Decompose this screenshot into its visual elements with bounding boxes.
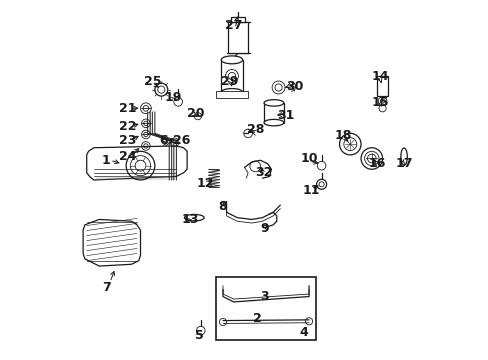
Ellipse shape: [264, 100, 283, 106]
Text: 4: 4: [299, 326, 307, 339]
Text: 22: 22: [119, 120, 137, 133]
Text: 30: 30: [285, 80, 303, 93]
Text: 18: 18: [334, 129, 351, 142]
Text: 21: 21: [119, 102, 137, 115]
Text: 11: 11: [302, 184, 319, 197]
Text: 29: 29: [221, 75, 238, 88]
Ellipse shape: [221, 89, 242, 96]
Text: 28: 28: [246, 123, 264, 136]
Polygon shape: [86, 146, 187, 180]
Bar: [215, 277, 316, 339]
Text: 13: 13: [182, 213, 199, 226]
Text: 10: 10: [300, 152, 317, 165]
Text: 9: 9: [260, 222, 268, 235]
Text: 2: 2: [252, 311, 261, 325]
Text: 3: 3: [260, 290, 268, 303]
Bar: [221, 60, 242, 92]
Ellipse shape: [264, 120, 283, 126]
Text: 8: 8: [218, 201, 227, 213]
Polygon shape: [83, 220, 140, 266]
Text: 17: 17: [394, 157, 412, 170]
Text: 31: 31: [277, 109, 294, 122]
Text: 16: 16: [368, 157, 385, 170]
Text: 23: 23: [119, 134, 136, 147]
Text: 12: 12: [196, 177, 213, 190]
Text: 24: 24: [119, 150, 137, 163]
Text: 15: 15: [371, 96, 389, 109]
Text: 19: 19: [164, 91, 181, 104]
Ellipse shape: [221, 56, 242, 64]
Text: 1: 1: [102, 154, 111, 167]
Bar: [215, 91, 247, 98]
Text: 7: 7: [102, 281, 111, 294]
Text: 5: 5: [195, 329, 203, 342]
Bar: [230, 17, 244, 22]
Text: 20: 20: [187, 107, 204, 120]
Text: 6: 6: [159, 134, 168, 147]
Text: 32: 32: [255, 166, 272, 179]
Text: 27: 27: [224, 19, 242, 32]
Text: 25: 25: [144, 75, 162, 88]
Bar: [376, 76, 387, 96]
Bar: [264, 103, 284, 123]
Text: 26: 26: [173, 134, 190, 147]
Text: 14: 14: [371, 69, 389, 82]
Bar: [228, 22, 247, 53]
